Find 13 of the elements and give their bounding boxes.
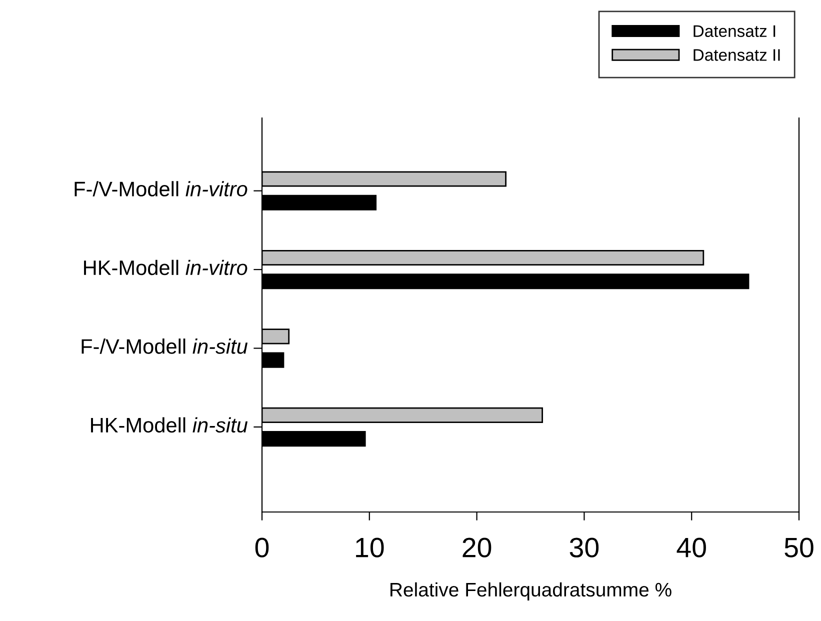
legend-label: Datensatz I (694, 25, 776, 38)
x-tick-label: 30 (570, 538, 599, 558)
legend-label: Datensatz II (694, 49, 780, 61)
x-axis-title: Relative Fehlerquadratsumme % (390, 582, 672, 600)
y-tick-label: F-/V-Modell in-vitro (74, 181, 248, 196)
y-tick-label: HK-Modell in-situ (91, 417, 248, 433)
y-tick-label: HK-Modell in-vitro (84, 260, 248, 276)
x-tick-label: 10 (356, 538, 384, 558)
x-tick-label: 0 (255, 538, 269, 558)
x-tick-label: 50 (784, 538, 814, 558)
x-tick-label: 40 (676, 538, 706, 558)
y-tick-label: F-/V-Modell in-situ (82, 338, 248, 354)
x-tick-label: 20 (462, 538, 492, 558)
